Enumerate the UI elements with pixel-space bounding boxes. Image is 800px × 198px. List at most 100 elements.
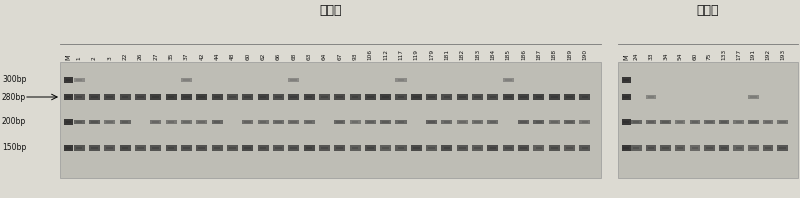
Text: 117: 117 xyxy=(398,49,403,60)
Bar xyxy=(474,121,481,123)
Text: 2: 2 xyxy=(92,56,97,60)
Bar xyxy=(459,147,466,149)
Bar xyxy=(350,94,361,100)
Text: 54: 54 xyxy=(678,52,682,60)
Bar xyxy=(367,147,374,149)
Bar xyxy=(457,120,468,124)
Bar xyxy=(675,120,686,124)
Text: 200bp: 200bp xyxy=(2,117,26,127)
Bar xyxy=(457,94,468,100)
Bar xyxy=(779,147,786,149)
Bar xyxy=(214,121,220,123)
Text: 187: 187 xyxy=(537,49,542,60)
Bar xyxy=(120,120,130,124)
Text: 182: 182 xyxy=(460,49,465,60)
Bar xyxy=(275,147,282,149)
Bar xyxy=(198,147,205,149)
Bar xyxy=(502,145,514,151)
Bar xyxy=(472,94,483,100)
Bar xyxy=(321,96,328,98)
Bar xyxy=(122,121,129,123)
Text: 193: 193 xyxy=(780,49,785,60)
Bar xyxy=(91,147,98,149)
Bar xyxy=(706,147,713,149)
Bar xyxy=(536,121,542,123)
Bar xyxy=(662,121,669,123)
Bar xyxy=(306,147,312,149)
Bar xyxy=(89,145,100,151)
Bar xyxy=(411,94,422,100)
Bar xyxy=(367,96,374,98)
Bar xyxy=(692,147,698,149)
Bar xyxy=(137,96,144,98)
Bar xyxy=(472,120,483,124)
Text: 63: 63 xyxy=(306,53,311,60)
Bar xyxy=(365,94,376,100)
Bar xyxy=(258,145,269,151)
Text: 181: 181 xyxy=(445,49,450,60)
Text: 66: 66 xyxy=(276,53,281,60)
Text: 185: 185 xyxy=(506,49,510,60)
Bar xyxy=(704,120,714,124)
Bar xyxy=(64,145,73,151)
Text: 133: 133 xyxy=(722,49,726,60)
Bar xyxy=(380,94,391,100)
Bar xyxy=(166,94,177,100)
Bar xyxy=(229,96,236,98)
Text: 42: 42 xyxy=(199,52,204,60)
Bar xyxy=(398,147,404,149)
Text: 1: 1 xyxy=(77,56,82,60)
Bar xyxy=(260,96,266,98)
Bar xyxy=(273,120,284,124)
Bar xyxy=(365,145,376,151)
Bar xyxy=(153,147,159,149)
Bar xyxy=(288,120,299,124)
Bar xyxy=(748,95,758,99)
Bar xyxy=(518,145,529,151)
Bar xyxy=(534,145,545,151)
Bar xyxy=(582,96,588,98)
Bar xyxy=(487,120,498,124)
Bar xyxy=(395,78,406,82)
Bar xyxy=(582,147,588,149)
Bar xyxy=(319,94,330,100)
Text: 192: 192 xyxy=(766,49,770,60)
Bar xyxy=(227,145,238,151)
Bar xyxy=(352,121,358,123)
Bar xyxy=(227,94,238,100)
Bar xyxy=(150,145,162,151)
Text: 37: 37 xyxy=(184,52,189,60)
Bar xyxy=(135,145,146,151)
Text: 190: 190 xyxy=(582,49,587,60)
Bar xyxy=(242,94,254,100)
Bar xyxy=(518,120,529,124)
Bar xyxy=(104,120,115,124)
Bar xyxy=(395,120,406,124)
Bar xyxy=(648,121,654,123)
Bar xyxy=(273,94,284,100)
Bar xyxy=(89,94,100,100)
Bar xyxy=(721,147,727,149)
Bar xyxy=(260,147,266,149)
Bar xyxy=(181,94,192,100)
Bar xyxy=(104,94,115,100)
Bar xyxy=(750,147,757,149)
Bar xyxy=(66,96,71,98)
Bar xyxy=(137,147,144,149)
Bar xyxy=(104,145,115,151)
Bar xyxy=(779,121,786,123)
Bar xyxy=(66,121,71,123)
Bar xyxy=(622,94,630,100)
Bar xyxy=(646,145,656,151)
Text: 189: 189 xyxy=(567,49,572,60)
Text: 280bp: 280bp xyxy=(2,92,26,102)
Bar xyxy=(74,120,85,124)
Text: 75: 75 xyxy=(707,52,712,60)
Bar xyxy=(303,145,314,151)
Text: 300bp: 300bp xyxy=(2,75,26,85)
Bar xyxy=(106,121,113,123)
Bar xyxy=(303,94,314,100)
Bar xyxy=(168,96,174,98)
Bar xyxy=(214,96,220,98)
Bar xyxy=(242,145,254,151)
